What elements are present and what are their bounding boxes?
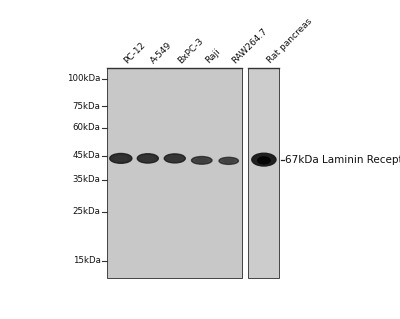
Text: 67kDa Laminin Receptor: 67kDa Laminin Receptor [285, 155, 400, 165]
Ellipse shape [137, 154, 158, 163]
Ellipse shape [115, 156, 127, 160]
Text: RAW264.7: RAW264.7 [230, 26, 269, 65]
Text: 15kDa: 15kDa [73, 256, 100, 265]
Ellipse shape [252, 153, 276, 166]
Ellipse shape [258, 157, 270, 164]
Ellipse shape [219, 157, 238, 164]
Text: 100kDa: 100kDa [67, 74, 100, 83]
Ellipse shape [257, 157, 270, 162]
Ellipse shape [110, 153, 132, 163]
Text: BxPC-3: BxPC-3 [176, 36, 206, 65]
Bar [107, 68, 242, 278]
Text: A-549: A-549 [149, 41, 174, 65]
Text: PC-12: PC-12 [122, 41, 147, 65]
Bar [248, 68, 279, 278]
Text: Rat pancreas: Rat pancreas [266, 17, 314, 65]
Text: 60kDa: 60kDa [73, 123, 100, 132]
Ellipse shape [223, 159, 234, 162]
Ellipse shape [164, 154, 185, 163]
Ellipse shape [142, 156, 154, 160]
Text: 45kDa: 45kDa [73, 151, 100, 160]
Text: 25kDa: 25kDa [73, 207, 100, 216]
Ellipse shape [192, 157, 212, 164]
Text: 35kDa: 35kDa [73, 175, 100, 184]
Ellipse shape [196, 159, 207, 162]
Text: 75kDa: 75kDa [73, 102, 100, 111]
Ellipse shape [169, 156, 180, 160]
Text: Raji: Raji [203, 47, 222, 65]
